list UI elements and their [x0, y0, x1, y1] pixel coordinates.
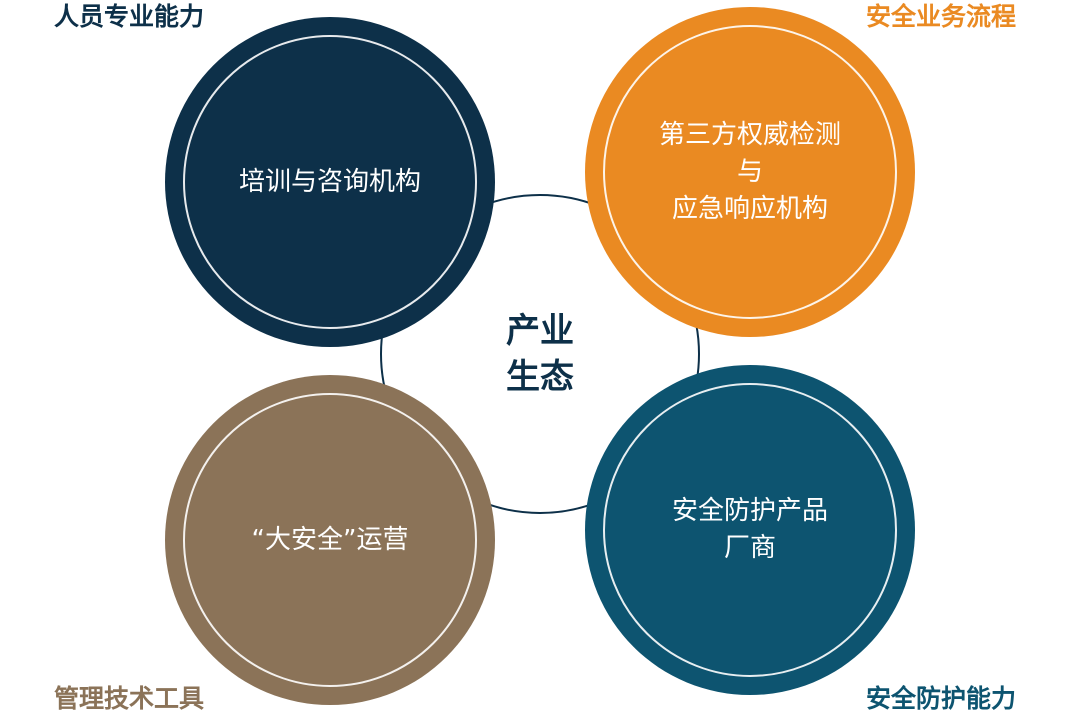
- node-label-line: 安全防护产品: [671, 496, 828, 526]
- node-label: 安全防护产品 厂商: [625, 365, 875, 695]
- node-testing-response: 第三方权威检测 与 应急响应机构: [585, 7, 915, 337]
- node-label: “大安全”运营: [205, 375, 455, 705]
- node-label-line: 培训与咨询机构: [238, 166, 421, 197]
- node-label-line: 厂商: [723, 533, 776, 563]
- node-label-line: 第三方权威检测: [658, 119, 841, 150]
- corner-label-protection: 安全防护能力: [865, 684, 1016, 713]
- center-title: 产业 生态: [506, 308, 574, 400]
- center-title-line: 产业: [506, 311, 574, 351]
- node-inner-ring: [603, 383, 897, 677]
- node-label: 第三方权威检测 与 应急响应机构: [625, 7, 875, 337]
- node-label-line: 与: [736, 156, 763, 187]
- node-inner-ring: [183, 393, 477, 687]
- connector-circle: [380, 194, 700, 514]
- corner-label-tools: 管理技术工具: [54, 684, 205, 713]
- corner-label-process: 安全业务流程: [865, 2, 1016, 31]
- node-label: 培训与咨询机构: [205, 17, 455, 347]
- node-inner-ring: [603, 25, 897, 319]
- corner-label-personnel: 人员专业能力: [54, 2, 205, 31]
- node-training-consulting: 培训与咨询机构: [165, 17, 495, 347]
- node-security-operations: “大安全”运营: [165, 375, 495, 705]
- node-label-line: 应急响应机构: [671, 193, 828, 224]
- node-label-line: “大安全”运营: [251, 524, 409, 555]
- center-title-line: 生态: [506, 357, 574, 397]
- node-inner-ring: [183, 35, 477, 329]
- node-product-vendors: 安全防护产品 厂商: [585, 365, 915, 695]
